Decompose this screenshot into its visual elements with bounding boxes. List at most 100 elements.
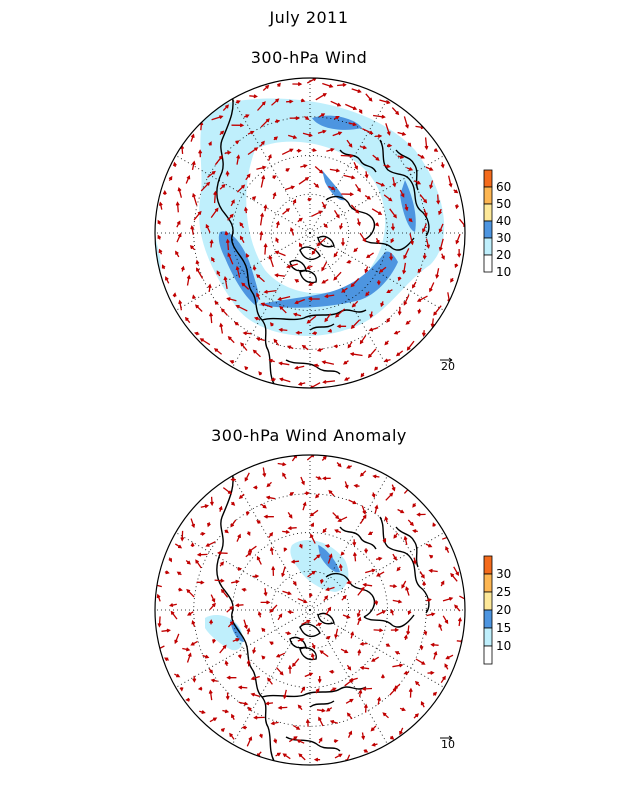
wind-vector-arrow xyxy=(326,147,335,152)
wind-vector-arrow xyxy=(321,279,329,284)
wind-vector-arrow xyxy=(209,717,218,723)
wind-vector-arrow xyxy=(281,566,286,578)
wind-vector-arrow xyxy=(279,305,287,314)
wind-vector-arrow xyxy=(250,692,260,698)
wind-vector-arrow xyxy=(294,365,305,370)
wind-vector-arrow xyxy=(210,207,219,218)
wind-vector-arrow xyxy=(267,677,273,685)
wind-vector-arrow xyxy=(363,703,368,713)
wind-vector-arrow xyxy=(231,579,240,584)
wind-vector-arrow xyxy=(378,266,387,273)
wind-vector-arrow xyxy=(210,594,216,603)
wind-vector-arrow xyxy=(352,551,357,562)
wind-vector-arrow xyxy=(371,492,376,499)
wind-vector-arrow xyxy=(292,580,297,586)
wind-vector-arrow xyxy=(298,753,306,761)
wind-vector-arrow xyxy=(247,147,259,156)
wind-vector-arrow xyxy=(230,199,235,207)
wind-vector-arrow xyxy=(247,130,255,135)
wind-vector-arrow xyxy=(156,593,161,602)
wind-vector-arrow xyxy=(157,616,162,628)
wind-vector-arrow xyxy=(300,686,306,694)
wind-vector-arrow xyxy=(349,352,363,357)
wind-vector-arrow xyxy=(226,297,237,302)
wind-vector-arrow xyxy=(404,203,409,212)
wind-vector-arrow xyxy=(164,657,170,662)
wind-vector-arrow xyxy=(176,220,181,228)
wind-vector-arrow xyxy=(393,330,401,335)
wind-vector-arrow xyxy=(450,277,454,283)
wind-vector-arrow xyxy=(436,194,441,205)
wind-vector-arrow xyxy=(430,642,439,647)
colorbar-label: 15 xyxy=(496,621,511,635)
wind-vector-arrow xyxy=(222,104,230,112)
wind-vector-arrow xyxy=(288,664,292,674)
wind-vector-arrow xyxy=(249,94,258,99)
wind-vector-arrow xyxy=(273,338,280,346)
wind-vector-arrow xyxy=(332,512,340,520)
wind-vector-arrow xyxy=(286,345,294,350)
wind-vector-arrow xyxy=(230,519,237,528)
wind-vector-arrow xyxy=(318,716,324,727)
wind-vector-arrow xyxy=(343,174,356,180)
wind-vector-arrow xyxy=(271,565,276,576)
wind-vector-arrow xyxy=(316,708,326,713)
wind-vector-arrow xyxy=(375,222,380,227)
wind-vector-arrow xyxy=(346,139,353,148)
wind-vector-arrow xyxy=(426,598,432,603)
wind-vector-arrow xyxy=(164,570,170,575)
wind-vector-arrow xyxy=(340,238,345,247)
wind-vector-arrow xyxy=(227,252,234,265)
wind-vector-arrow xyxy=(265,495,276,500)
wind-vector-arrow xyxy=(325,707,333,712)
wind-vector-arrow xyxy=(245,253,250,258)
wind-vector-arrow xyxy=(175,250,180,258)
wind-vector-arrow xyxy=(245,511,250,516)
colorbar-label: 25 xyxy=(496,585,511,599)
wind-vector-arrow xyxy=(304,672,314,678)
wind-vector-arrow xyxy=(403,670,410,675)
wind-vector-arrow xyxy=(406,340,415,351)
wind-vector-arrow xyxy=(357,586,365,596)
wind-vector-arrow xyxy=(374,504,379,514)
wind-vector-arrow xyxy=(282,472,287,480)
jet-core-east xyxy=(400,180,416,232)
wind-vector-arrow xyxy=(324,313,332,323)
wind-vector-arrow xyxy=(433,650,438,660)
wind-vector-arrow xyxy=(336,462,342,468)
wind-vector-arrow xyxy=(383,194,393,202)
wind-vector-arrow xyxy=(239,222,245,229)
wind-vector-arrow xyxy=(392,553,397,561)
wind-vector-arrow xyxy=(240,342,248,351)
wind-vector-arrow xyxy=(315,688,320,694)
wind-vector-arrow xyxy=(365,93,373,102)
wind-vector-arrow xyxy=(252,349,261,358)
wind-vector-arrow xyxy=(333,251,339,258)
wind-vector-arrow xyxy=(243,114,250,118)
wind-vector-arrow xyxy=(281,148,294,155)
wind-vector-arrow xyxy=(454,263,459,269)
wind-vector-arrow xyxy=(375,556,383,561)
wind-vector-arrow xyxy=(310,522,314,528)
wind-vector-arrow xyxy=(394,651,401,655)
wind-vector-arrow xyxy=(301,344,309,351)
wind-vector-arrow xyxy=(224,230,229,236)
wind-vector-arrow xyxy=(234,321,240,326)
wind-vector-arrow xyxy=(412,281,417,289)
wind-vector-arrow xyxy=(294,279,300,283)
wind-vector-arrow xyxy=(208,668,214,674)
wind-vector-arrow xyxy=(342,360,349,365)
meridian-line xyxy=(175,609,311,688)
wind-vector-arrow xyxy=(309,382,321,388)
wind-vector-arrow xyxy=(308,593,313,598)
colorbar-label: 10 xyxy=(496,639,511,653)
wind-vector-arrow xyxy=(441,253,445,260)
wind-vector-arrow xyxy=(375,237,380,245)
jet-core-center xyxy=(322,170,345,201)
wind-vector-arrow xyxy=(389,687,397,696)
wind-vector-arrow xyxy=(364,195,372,200)
wind-vector-arrow xyxy=(412,557,417,565)
wind-vector-arrow xyxy=(346,664,352,671)
wind-vector-arrow xyxy=(270,377,276,382)
wind-vector-arrow xyxy=(287,610,294,615)
